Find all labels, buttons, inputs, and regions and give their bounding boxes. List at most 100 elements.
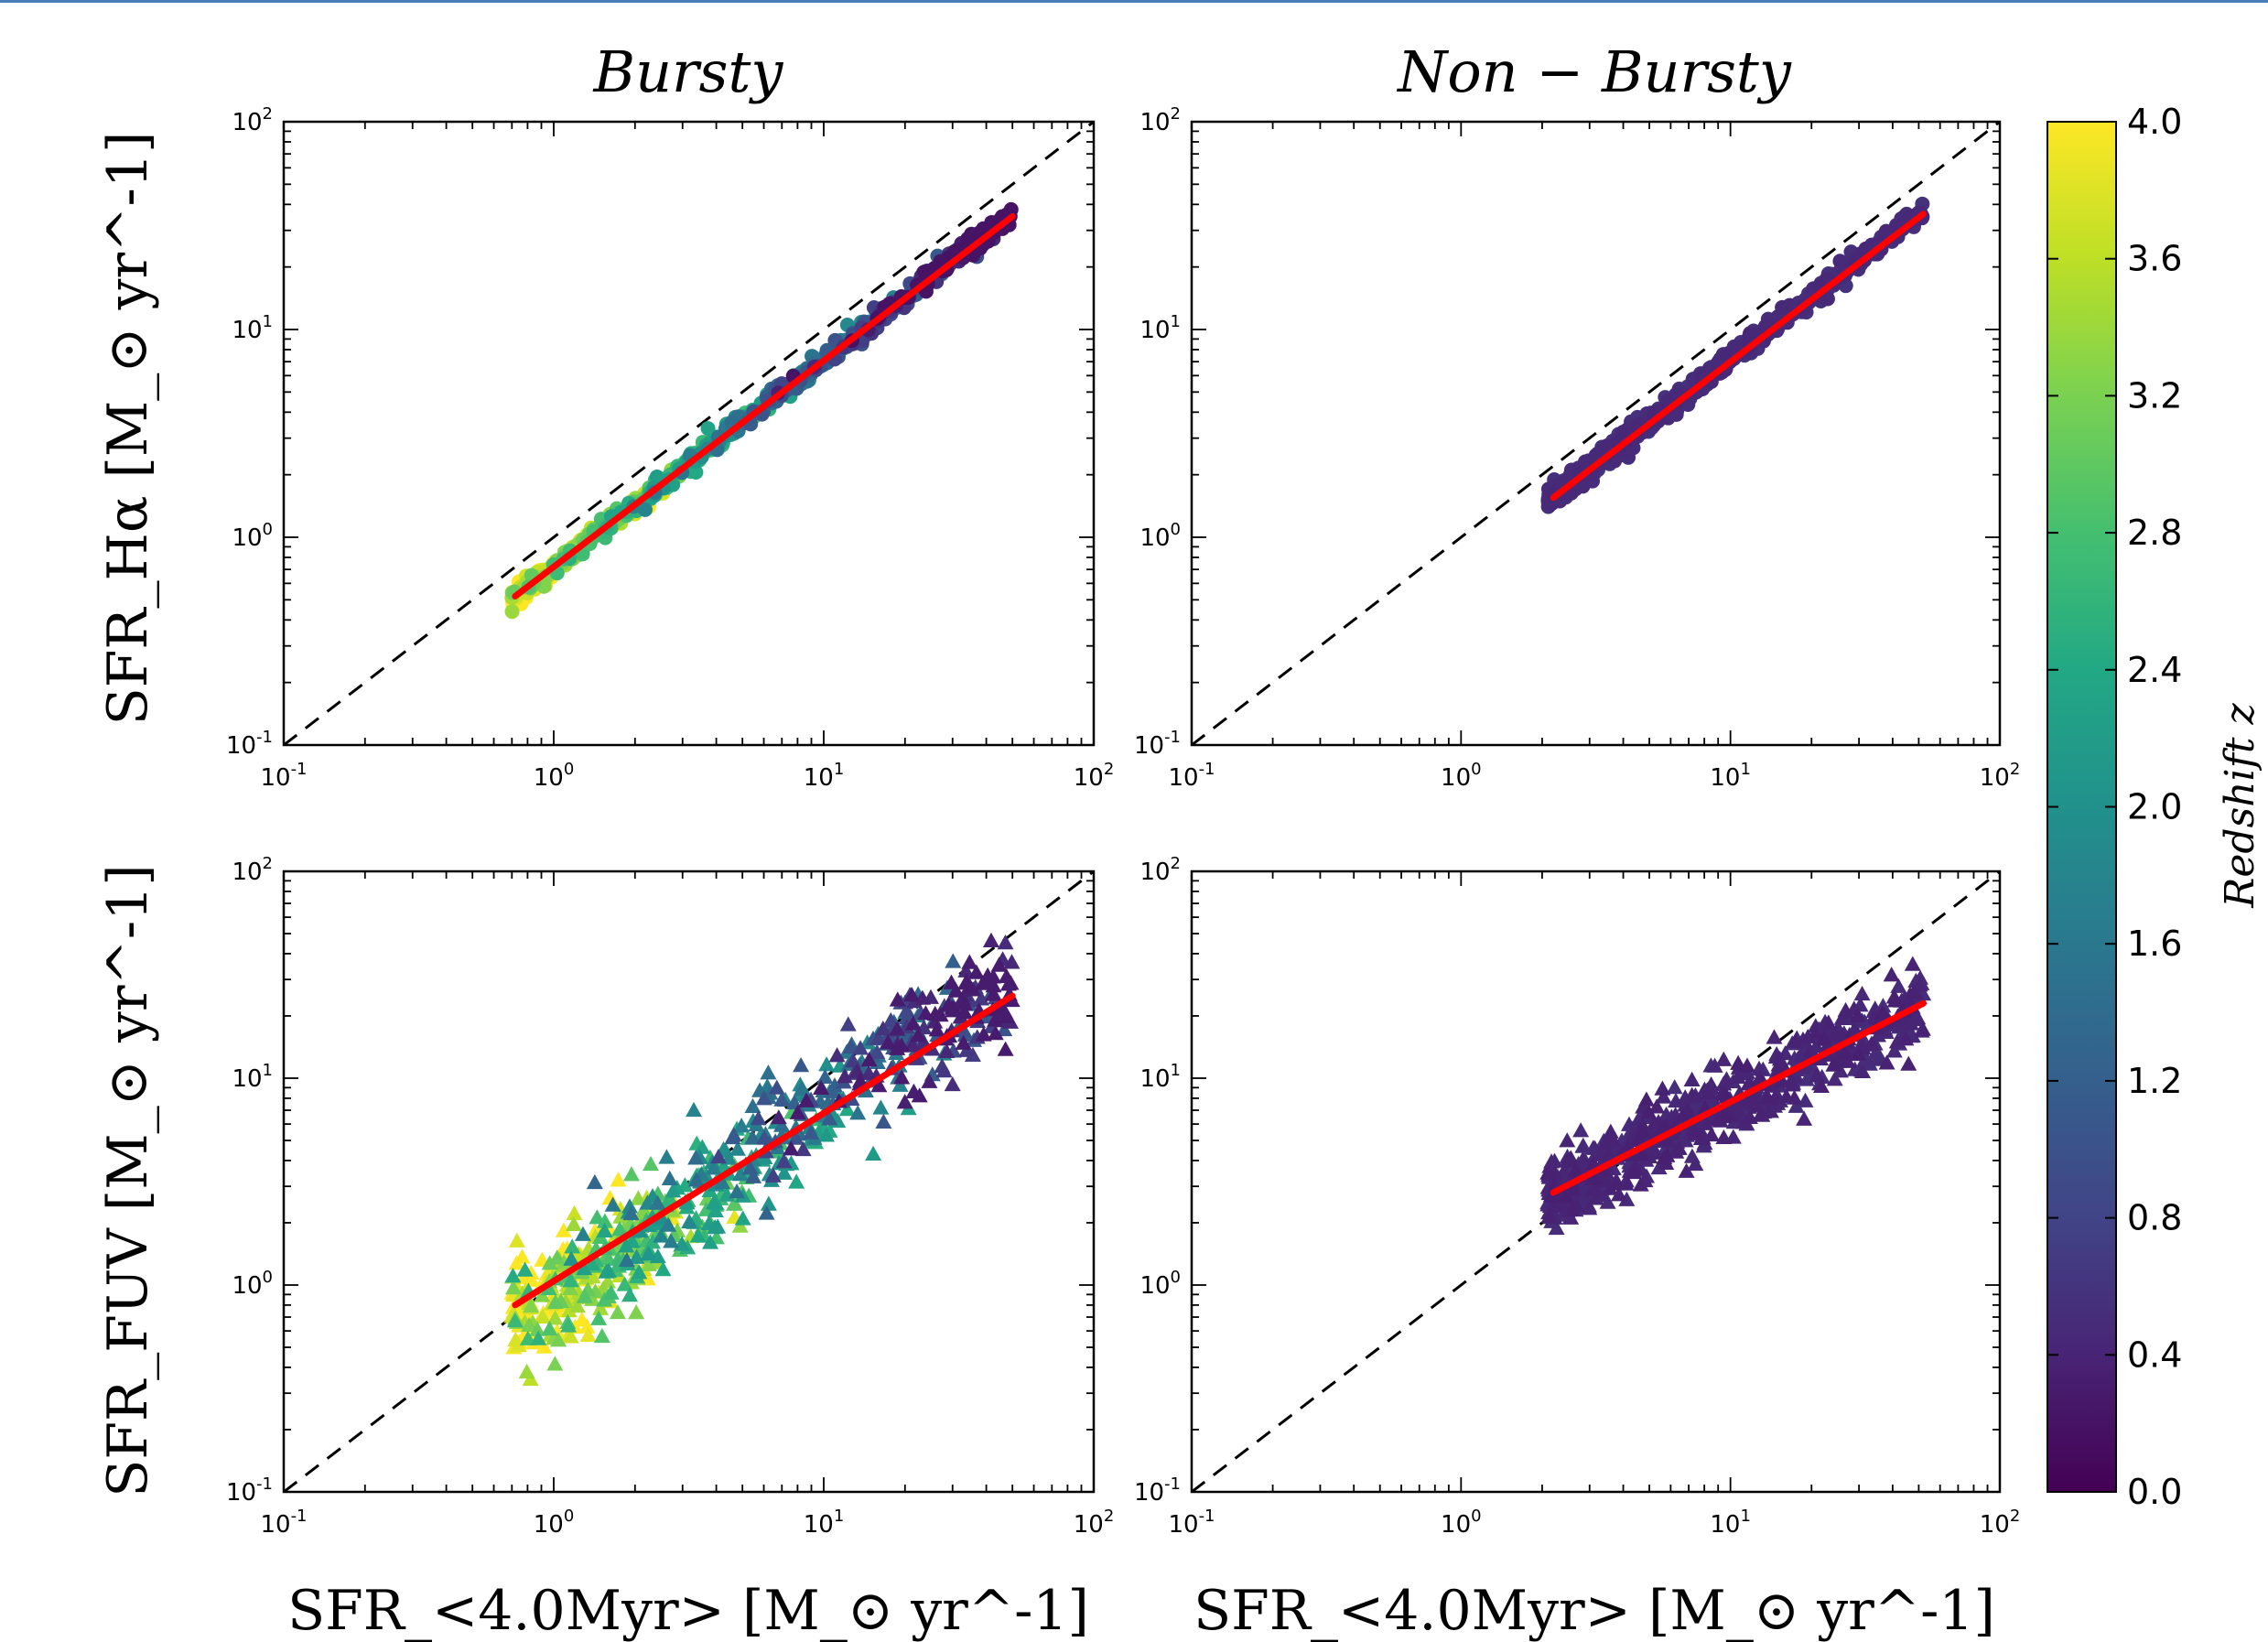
data-point [1625,1163,1642,1179]
data-point [661,1170,678,1185]
data-point [592,1300,610,1315]
plot-frame [1190,870,2002,1494]
data-point [768,1079,785,1095]
data-point [1799,1028,1817,1044]
data-point [622,1166,640,1182]
data-point [529,1321,546,1336]
data-point [640,1246,657,1261]
data-point [709,1148,727,1164]
data-point [725,1127,742,1142]
data-point [618,1237,635,1253]
y-tick-label: 100 [232,1268,273,1300]
colorbar-tick-label: 1.2 [2127,1061,2182,1101]
data-point [535,1338,553,1354]
y-tick-label: 101 [232,312,273,344]
data-point [869,1043,886,1059]
data-point [1559,1132,1576,1148]
data-point [732,1166,750,1182]
fit-line [512,992,1016,1309]
data-point [1753,1106,1770,1121]
data-point [956,995,973,1010]
data-point [1583,1170,1601,1185]
data-point [583,1255,600,1271]
one-to-one-line [284,871,1094,1492]
data-point [928,1021,945,1037]
data-point [849,1105,867,1120]
data-point [702,1234,719,1249]
panel-title-non-bursty: Non − Bursty [1396,38,1792,105]
data-point [1836,1043,1853,1059]
data-point [1854,1063,1872,1079]
plot-area [1192,122,2000,745]
data-point [1600,1146,1617,1161]
y-tick-label: 100 [232,520,273,552]
fit-line [512,212,1016,600]
data-point [541,1255,558,1270]
plot-area [1192,871,2000,1492]
x-tick-label: 102 [1074,1507,1115,1539]
data-point [1718,1073,1735,1088]
data-point [783,1140,800,1156]
ticks [283,870,1095,1493]
data-point [837,1068,854,1084]
data-point [967,964,985,979]
data-point [687,1172,705,1187]
x-axis-label-right: SFR_<4.0Myr> [M_⊙ yr^-1] [1193,1579,1995,1642]
x-tick-label: 10-1 [260,1507,307,1539]
data-point [1581,1200,1598,1215]
data-point [921,1073,938,1088]
data-point [947,982,965,998]
data-point [589,1209,606,1225]
data-point [1813,1077,1831,1093]
data-point [609,1303,626,1320]
data-point [513,1248,531,1264]
data-point [982,932,999,948]
colorbar-tick-label: 1.6 [2127,924,2182,964]
data-point [1599,1130,1616,1147]
data-point [530,1330,547,1345]
data-point [1658,1131,1675,1147]
data-point [658,1149,675,1164]
data-point [985,986,1002,1001]
ticks [1191,121,2001,746]
panel-3: 10-1 100 101 102 10-1 100 101 102 [226,854,1114,1539]
data-point [555,1222,572,1237]
data-point [610,1172,627,1187]
data-point [576,1288,593,1303]
data-point [1608,1175,1625,1191]
data-point [1853,985,1871,1001]
plot-area [284,122,1094,745]
colorbar-tick-label: 2.8 [2127,513,2182,553]
colorbar-tick-label: 2.0 [2127,787,2182,827]
data-point [1738,1092,1755,1108]
data-point [775,1164,793,1180]
data-point [546,1293,564,1310]
data-point [852,1072,869,1088]
data-point [865,1145,882,1161]
data-point [852,1040,869,1055]
data-point [1599,438,1615,453]
data-point [1567,1161,1584,1178]
x-tick-label: 10-1 [1168,1507,1215,1539]
data-point [764,1167,782,1183]
data-point [637,502,653,517]
x-tick-label: 101 [1710,1507,1751,1539]
data-point [1539,1164,1557,1180]
data-point [1655,1088,1672,1104]
data-point [997,934,1014,950]
data-point [1914,1021,1931,1036]
data-point [896,1094,913,1109]
data-point [644,1234,662,1249]
panel-2: 10-1 100 101 102 10-1 100 101 102 [1134,104,2020,792]
colorbar-tick-label: 3.2 [2127,375,2182,416]
data-point [985,978,1002,993]
data-point [793,1056,810,1073]
data-point [1730,1054,1747,1070]
x-tick-label: 101 [804,1507,845,1539]
data-point [893,1069,911,1085]
data-point [943,974,960,989]
data-point [997,1041,1014,1056]
data-point [1863,1035,1880,1051]
data-point [1634,1122,1651,1139]
panel-1: 10-1 100 101 102 10-1 100 101 102 [226,104,1114,792]
